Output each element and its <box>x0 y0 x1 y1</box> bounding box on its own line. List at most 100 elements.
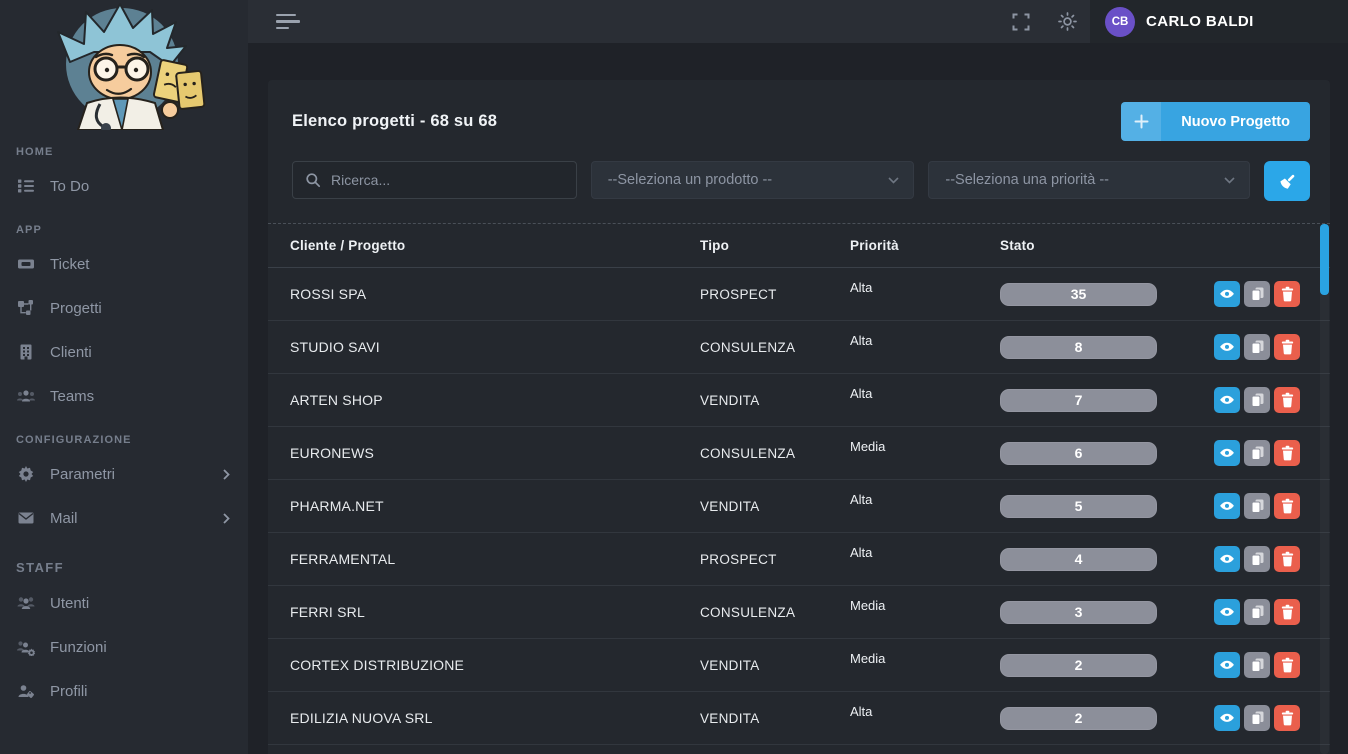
table-row[interactable]: STUDIO SAVI CONSULENZA Alta 8 <box>268 321 1330 374</box>
project-type: VENDITA <box>700 392 760 408</box>
project-type: CONSULENZA <box>700 339 796 355</box>
scrollbar-track[interactable] <box>1320 224 1329 754</box>
duplicate-button[interactable] <box>1244 334 1270 360</box>
trash-icon <box>1281 498 1293 514</box>
view-button[interactable] <box>1214 546 1240 572</box>
view-button[interactable] <box>1214 493 1240 519</box>
users-gear-icon <box>16 638 36 656</box>
plus-icon <box>1121 102 1162 141</box>
delete-button[interactable] <box>1274 705 1300 731</box>
trash-icon <box>1281 604 1293 620</box>
doctor-mascot-logo <box>57 3 206 130</box>
main-content: Elenco progetti - 68 su 68 Nuovo Progett… <box>248 43 1348 754</box>
sidebar-item-label: Clienti <box>50 343 92 361</box>
sidebar-item-label: Utenti <box>50 594 90 612</box>
clear-filters-button[interactable] <box>1264 161 1310 201</box>
scrollbar-thumb[interactable] <box>1320 224 1329 295</box>
delete-button[interactable] <box>1274 546 1300 572</box>
delete-button[interactable] <box>1274 493 1300 519</box>
priority-value: Alta <box>850 704 873 719</box>
sidebar-item-label: To Do <box>50 177 90 195</box>
projects-table: Cliente / Progetto Tipo Priorità Stato R… <box>268 223 1330 745</box>
duplicate-button[interactable] <box>1244 493 1270 519</box>
eye-icon <box>1220 395 1234 404</box>
new-project-button[interactable]: Nuovo Progetto <box>1121 102 1310 141</box>
sidebar-item-progetti[interactable]: Progetti <box>0 286 248 330</box>
user-menu[interactable]: CB CARLO BALDI <box>1090 0 1348 43</box>
priority-value: Alta <box>850 545 873 560</box>
table-row[interactable]: CORTEX DISTRIBUZIONE VENDITA Media 2 <box>268 639 1330 692</box>
view-button[interactable] <box>1214 387 1240 413</box>
menu-icon[interactable] <box>276 13 300 30</box>
sidebar-item-ticket[interactable]: Ticket <box>0 242 248 286</box>
delete-button[interactable] <box>1274 387 1300 413</box>
table-header: Cliente / Progetto Tipo Priorità Stato <box>268 223 1330 268</box>
sidebar-item-label: Funzioni <box>50 638 107 656</box>
sidebar-item-mail[interactable]: Mail <box>0 496 248 540</box>
sidebar-item-teams[interactable]: Teams <box>0 374 248 418</box>
trash-icon <box>1281 392 1293 408</box>
nav-section-app: APP <box>16 224 42 236</box>
status-badge: 7 <box>1000 388 1157 412</box>
eye-icon <box>1220 554 1234 563</box>
duplicate-button[interactable] <box>1244 546 1270 572</box>
table-row[interactable]: ROSSI SPA PROSPECT Alta 35 <box>268 268 1330 321</box>
delete-button[interactable] <box>1274 599 1300 625</box>
table-row[interactable]: FERRI SRL CONSULENZA Media 3 <box>268 586 1330 639</box>
building-icon <box>16 343 36 361</box>
duplicate-button[interactable] <box>1244 387 1270 413</box>
chevron-right-icon <box>223 468 230 480</box>
delete-button[interactable] <box>1274 652 1300 678</box>
sidebar-item-label: Ticket <box>50 255 90 273</box>
delete-button[interactable] <box>1274 334 1300 360</box>
status-badge: 3 <box>1000 600 1157 624</box>
copy-icon <box>1251 499 1263 513</box>
app-logo[interactable] <box>0 0 248 130</box>
view-button[interactable] <box>1214 652 1240 678</box>
sidebar-item-profili[interactable]: Profili <box>0 669 248 713</box>
search-input[interactable] <box>331 172 564 188</box>
user-tag-icon <box>16 682 36 700</box>
sidebar-item-parametri[interactable]: Parametri <box>0 452 248 496</box>
priority-select[interactable]: --Seleziona una priorità -- <box>928 161 1251 199</box>
duplicate-button[interactable] <box>1244 440 1270 466</box>
sidebar-item-utenti[interactable]: Utenti <box>0 581 248 625</box>
table-row[interactable]: PHARMA.NET VENDITA Alta 5 <box>268 480 1330 533</box>
view-button[interactable] <box>1214 334 1240 360</box>
sidebar-item-label: Mail <box>50 509 78 527</box>
table-row[interactable]: EDILIZIA NUOVA SRL VENDITA Alta 2 <box>268 692 1330 745</box>
ticket-icon <box>16 255 36 273</box>
copy-icon <box>1251 287 1263 301</box>
delete-button[interactable] <box>1274 281 1300 307</box>
sidebar-item-todo[interactable]: To Do <box>0 164 248 208</box>
fullscreen-icon[interactable] <box>998 0 1044 43</box>
table-row[interactable]: EURONEWS CONSULENZA Media 6 <box>268 427 1330 480</box>
product-select[interactable]: --Seleziona un prodotto -- <box>590 161 915 199</box>
eye-icon <box>1220 448 1234 457</box>
brightness-icon[interactable] <box>1044 0 1090 43</box>
duplicate-button[interactable] <box>1244 705 1270 731</box>
priority-value: Alta <box>850 333 873 348</box>
trash-icon <box>1281 657 1293 673</box>
search-icon <box>306 173 321 188</box>
delete-button[interactable] <box>1274 440 1300 466</box>
duplicate-button[interactable] <box>1244 599 1270 625</box>
status-badge: 8 <box>1000 335 1157 359</box>
view-button[interactable] <box>1214 440 1240 466</box>
avatar: CB <box>1105 6 1135 37</box>
duplicate-button[interactable] <box>1244 652 1270 678</box>
table-row[interactable]: FERRAMENTAL PROSPECT Alta 4 <box>268 533 1330 586</box>
sidebar-item-clienti[interactable]: Clienti <box>0 330 248 374</box>
sidebar-item-funzioni[interactable]: Funzioni <box>0 625 248 669</box>
view-button[interactable] <box>1214 705 1240 731</box>
table-row[interactable]: ARTEN SHOP VENDITA Alta 7 <box>268 374 1330 427</box>
client-name: PHARMA.NET <box>290 498 384 514</box>
duplicate-button[interactable] <box>1244 281 1270 307</box>
copy-icon <box>1251 605 1263 619</box>
view-button[interactable] <box>1214 281 1240 307</box>
trash-icon <box>1281 445 1293 461</box>
status-badge: 6 <box>1000 441 1157 465</box>
view-button[interactable] <box>1214 599 1240 625</box>
copy-icon <box>1251 711 1263 725</box>
trash-icon <box>1281 710 1293 726</box>
